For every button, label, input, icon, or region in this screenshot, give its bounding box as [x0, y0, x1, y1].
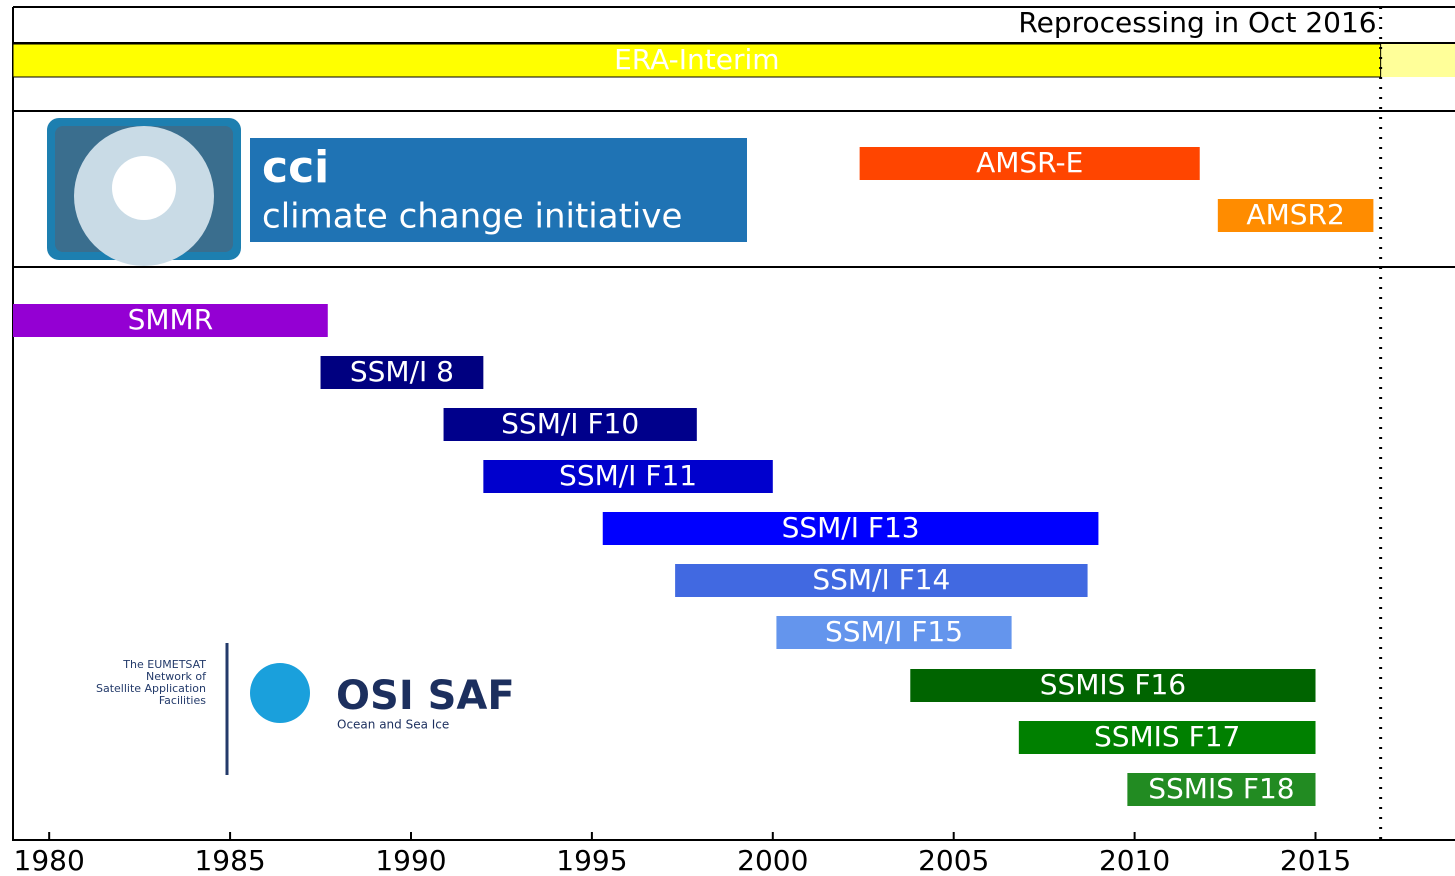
osisaf-icon — [250, 663, 310, 723]
x-tick-label: 1995 — [556, 844, 627, 876]
osisaf-subtitle: Ocean and Sea Ice — [337, 718, 449, 732]
x-tick-label: 1985 — [194, 844, 265, 876]
cci-globe-ice — [112, 156, 176, 220]
bar-label: ERA-Interim — [614, 43, 779, 76]
bar-label: SSM/I F13 — [782, 511, 920, 544]
bar-label: SSM/I F14 — [812, 563, 950, 596]
cci-subtitle: climate change initiative — [262, 197, 682, 237]
chart: cci climate change initiative The EUMETS… — [0, 0, 1455, 876]
bar-label: AMSR2 — [1246, 198, 1344, 231]
bar-extension — [1381, 44, 1455, 77]
bar-label: SMMR — [128, 303, 214, 336]
cci-logo: cci climate change initiative — [47, 118, 747, 266]
x-tick-label: 1990 — [375, 844, 446, 876]
bar-label: SSM/I F10 — [501, 407, 639, 440]
cci-title: cci — [262, 142, 329, 193]
bar-label: SSM/I F15 — [825, 615, 963, 648]
bar-label: SSMIS F17 — [1094, 720, 1240, 753]
bar-label: AMSR-E — [976, 146, 1083, 179]
x-tick-label: 2005 — [918, 844, 989, 876]
bar-label: SSMIS F18 — [1148, 772, 1294, 805]
osisaf-title: OSI SAF — [336, 673, 515, 719]
x-tick-label: 2010 — [1099, 844, 1170, 876]
x-tick-label: 2015 — [1280, 844, 1351, 876]
bar-label: SSM/I F11 — [559, 459, 697, 492]
bar-label: SSM/I 8 — [350, 355, 454, 388]
x-tick-label: 2000 — [737, 844, 808, 876]
bar-label: SSMIS F16 — [1040, 668, 1186, 701]
x-tick-label: 1980 — [14, 844, 85, 876]
osisaf-logo: The EUMETSAT Network of Satellite Applic… — [96, 643, 515, 775]
annotation: Reprocessing in Oct 2016 — [1018, 6, 1376, 39]
osisaf-network: Facilities — [159, 694, 206, 707]
